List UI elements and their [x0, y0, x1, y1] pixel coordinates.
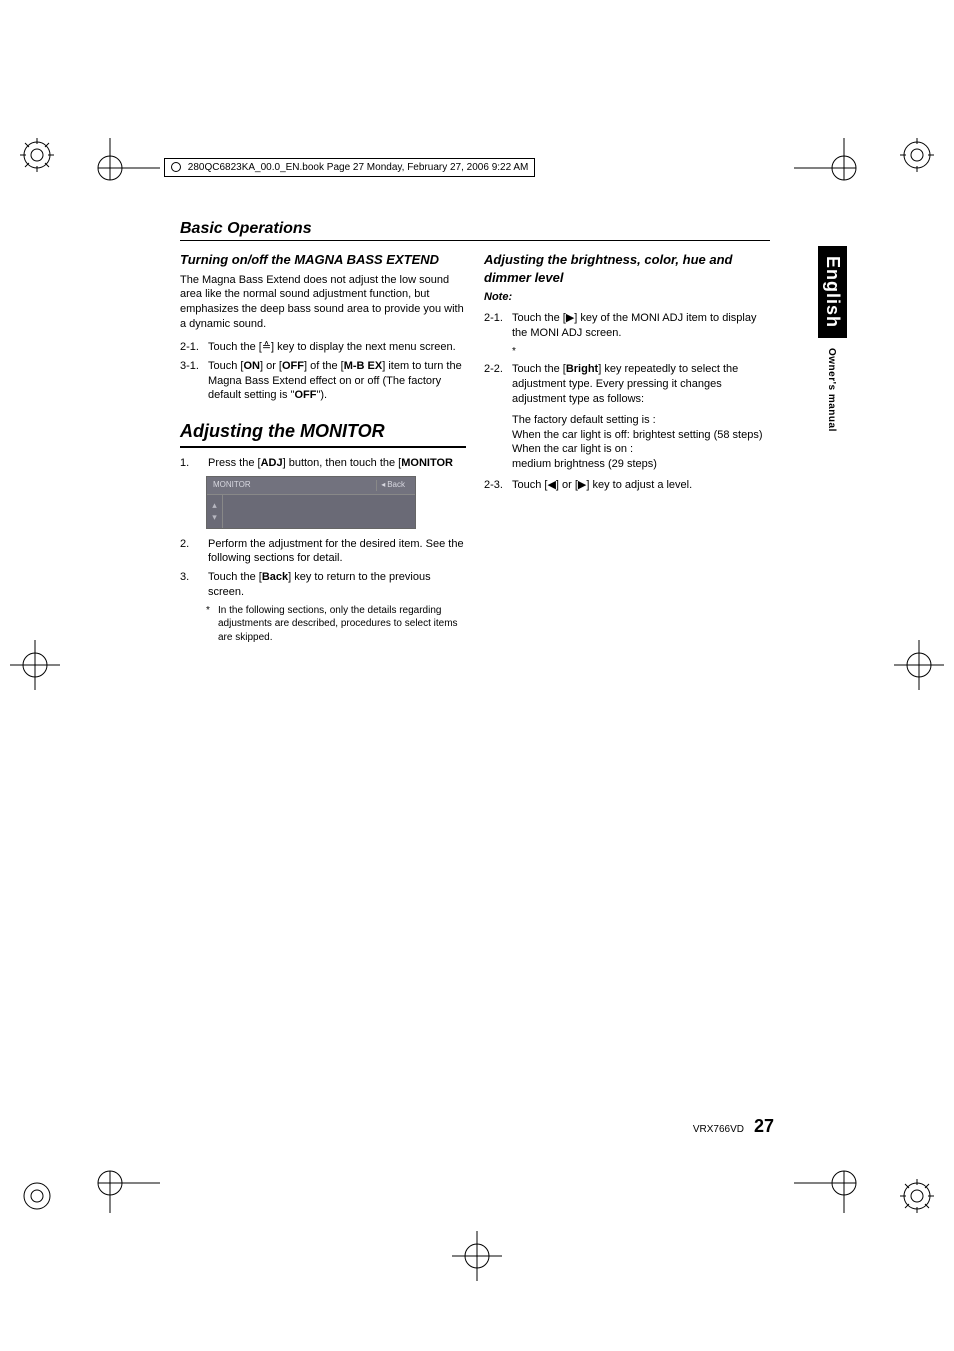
back-button[interactable]: ◂ Back: [376, 480, 409, 491]
scroll-down-icon[interactable]: ▾: [212, 511, 217, 523]
manual-tab: Owner's manual: [818, 338, 841, 442]
crop-mark-mr: [894, 640, 944, 690]
language-tab: English: [818, 246, 847, 338]
adj-step-1: 1. Press the [ADJ] button, then touch th…: [180, 456, 466, 471]
page-number: 27: [754, 1116, 774, 1137]
right-column: Adjusting the brightness, color, hue and…: [484, 251, 770, 644]
monitor-screenshot: MONITOR ◂ Back ▴ ▾: [206, 476, 416, 528]
section-title: Basic Operations: [180, 220, 770, 241]
magna-heading: Turning on/off the MAGNA BASS EXTEND: [180, 251, 466, 269]
magna-paragraph: The Magna Bass Extend does not adjust th…: [180, 273, 466, 332]
step-3-1: 3-1. Touch [ON] or [OFF] of the [M-B EX]…: [180, 359, 466, 404]
step-2-1: 2-1. Touch the [≙] key to display the ne…: [180, 340, 466, 355]
gear-icon: [900, 138, 934, 172]
factory-default: The factory default setting is : When th…: [512, 413, 770, 472]
monitor-title: MONITOR: [213, 480, 251, 491]
page-footer: VRX766VD 27: [693, 1116, 774, 1137]
note-heading: Note:: [484, 290, 770, 305]
crop-mark-bl: [60, 1153, 160, 1213]
print-header: 280QC6823KA_00.0_EN.book Page 27 Monday,…: [164, 158, 535, 177]
adj-step-3: 3. Touch the [Back] key to return to the…: [180, 570, 466, 600]
crop-mark-ml: [10, 640, 60, 690]
scroll-bar[interactable]: ▴ ▾: [207, 495, 223, 527]
crop-mark-bc: [452, 1231, 502, 1281]
side-tab: English Owner's manual: [818, 246, 848, 442]
gear-icon: [20, 138, 54, 172]
left-column: Turning on/off the MAGNA BASS EXTEND The…: [180, 251, 466, 644]
step-r-2-1: 2-1. Touch the [▶] key of the MONI ADJ i…: [484, 311, 770, 358]
crop-mark-tl: [60, 138, 160, 198]
gear-icon: [900, 1179, 934, 1213]
adj-step-2: 2. Perform the adjustment for the desire…: [180, 537, 466, 567]
scroll-up-icon[interactable]: ▴: [212, 499, 217, 511]
step-r-2-3: 2-3. Touch [◀] or [▶] key to adjust a le…: [484, 478, 770, 497]
moni-note: *: [512, 345, 770, 359]
adjusting-monitor-heading: Adjusting the MONITOR: [180, 419, 466, 447]
brightness-heading: Adjusting the brightness, color, hue and…: [484, 251, 770, 286]
crop-mark-br: [794, 1153, 894, 1213]
adj-asterisk-note: * In the following sections, only the de…: [206, 604, 466, 645]
step-r-2-2: 2-2. Touch the [Bright] key repeatedly t…: [484, 362, 770, 472]
model-label: VRX766VD: [693, 1124, 744, 1135]
gear-icon: [20, 1179, 54, 1213]
crop-mark-tr: [794, 138, 894, 198]
